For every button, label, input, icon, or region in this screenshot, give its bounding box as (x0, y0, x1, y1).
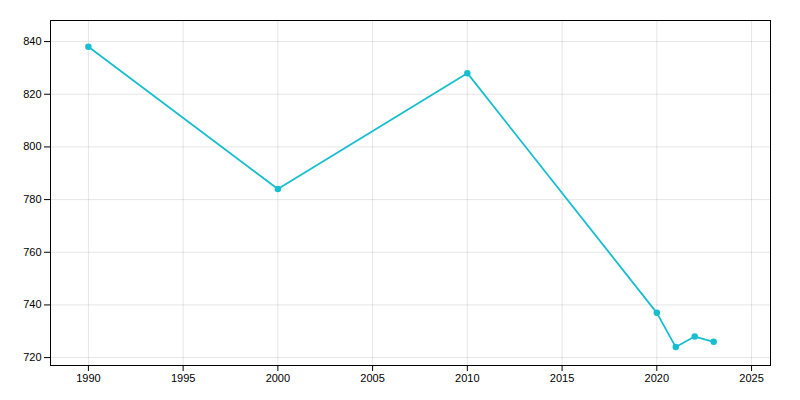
svg-text:800: 800 (23, 140, 41, 152)
svg-text:840: 840 (23, 35, 41, 47)
svg-text:720: 720 (23, 351, 41, 363)
svg-text:1990: 1990 (76, 372, 100, 384)
svg-text:2015: 2015 (550, 372, 574, 384)
svg-text:740: 740 (23, 298, 41, 310)
svg-text:2000: 2000 (266, 372, 290, 384)
svg-text:2005: 2005 (360, 372, 384, 384)
svg-text:2020: 2020 (645, 372, 669, 384)
svg-text:760: 760 (23, 246, 41, 258)
svg-text:780: 780 (23, 193, 41, 205)
svg-text:2025: 2025 (739, 372, 763, 384)
svg-text:1995: 1995 (171, 372, 195, 384)
svg-text:2010: 2010 (455, 372, 479, 384)
svg-text:820: 820 (23, 88, 41, 100)
